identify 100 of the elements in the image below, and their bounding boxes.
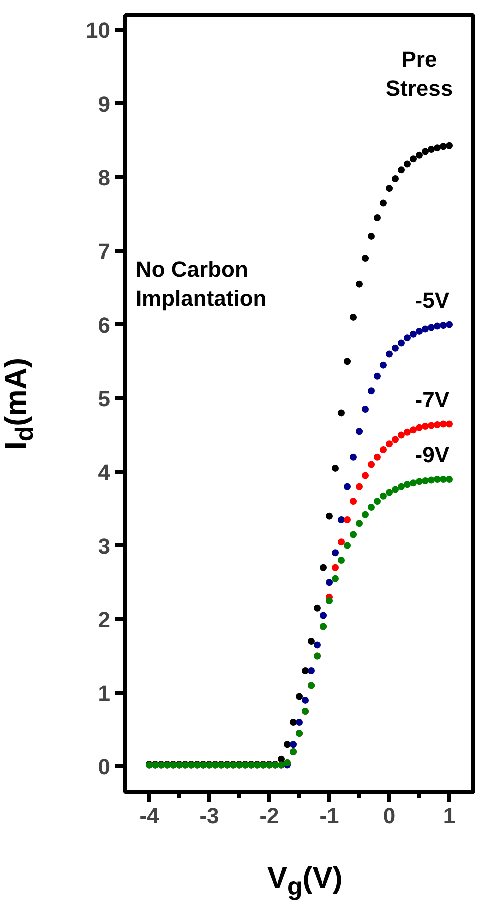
y-tick-label: 2 bbox=[98, 607, 111, 632]
point bbox=[368, 504, 375, 511]
point bbox=[422, 148, 429, 156]
point bbox=[374, 454, 381, 461]
point bbox=[386, 489, 393, 496]
point bbox=[380, 200, 387, 207]
point bbox=[332, 575, 339, 582]
point bbox=[422, 326, 429, 333]
point bbox=[428, 146, 435, 154]
point bbox=[362, 472, 369, 480]
point bbox=[290, 719, 297, 726]
point bbox=[326, 579, 333, 586]
point bbox=[314, 642, 321, 649]
point bbox=[416, 328, 423, 335]
x-tick-label: -1 bbox=[320, 804, 340, 828]
point bbox=[416, 424, 423, 432]
point bbox=[356, 520, 363, 528]
x-tick-label: -3 bbox=[200, 804, 220, 828]
y-tick-label: 5 bbox=[98, 386, 111, 412]
point bbox=[356, 280, 363, 288]
point bbox=[440, 143, 447, 150]
y-tick-label: 0 bbox=[98, 754, 111, 780]
y-tick-label: 4 bbox=[98, 460, 112, 486]
point bbox=[362, 511, 369, 518]
point bbox=[344, 516, 351, 524]
series-label: -7V bbox=[415, 387, 450, 412]
point bbox=[440, 322, 447, 330]
y-tick-label: 1 bbox=[98, 681, 111, 706]
point bbox=[446, 420, 453, 428]
point bbox=[404, 160, 411, 168]
point bbox=[446, 321, 453, 328]
point bbox=[350, 498, 357, 506]
point bbox=[326, 598, 333, 605]
point bbox=[338, 410, 345, 417]
point bbox=[296, 719, 303, 726]
point bbox=[374, 214, 381, 222]
point bbox=[320, 564, 327, 572]
series-label: -9V bbox=[415, 442, 450, 468]
point bbox=[278, 756, 285, 763]
point bbox=[386, 440, 393, 448]
point bbox=[398, 483, 405, 490]
y-tick-label: 7 bbox=[98, 239, 111, 264]
point bbox=[368, 388, 375, 395]
point bbox=[332, 464, 339, 472]
point bbox=[386, 350, 393, 358]
y-tick-label: 3 bbox=[98, 534, 111, 559]
point bbox=[434, 144, 441, 152]
point bbox=[338, 516, 345, 524]
x-tick-label: -4 bbox=[140, 804, 160, 828]
point bbox=[416, 152, 423, 159]
point bbox=[410, 156, 417, 163]
point bbox=[434, 421, 441, 428]
annotation: No Carbon Implantation bbox=[136, 257, 267, 311]
point bbox=[428, 324, 435, 332]
point bbox=[320, 612, 327, 620]
point bbox=[338, 557, 345, 564]
point bbox=[344, 542, 351, 550]
point bbox=[434, 322, 441, 330]
point bbox=[368, 232, 375, 240]
point bbox=[362, 406, 369, 414]
point bbox=[344, 483, 351, 490]
point bbox=[428, 476, 435, 484]
point bbox=[296, 693, 303, 700]
point bbox=[308, 667, 315, 674]
point bbox=[392, 436, 399, 444]
y-tick-label: 6 bbox=[98, 312, 111, 338]
point bbox=[392, 176, 399, 182]
point bbox=[368, 461, 375, 468]
y-tick-label: 8 bbox=[98, 166, 111, 191]
point bbox=[446, 142, 453, 150]
point bbox=[326, 512, 333, 520]
point bbox=[428, 422, 435, 430]
point bbox=[422, 477, 429, 484]
point bbox=[410, 426, 417, 434]
point bbox=[434, 476, 441, 483]
point bbox=[410, 330, 417, 338]
point bbox=[308, 638, 315, 646]
series-label: Pre Stress bbox=[386, 47, 454, 101]
x-tick-label: -2 bbox=[260, 804, 280, 828]
point bbox=[350, 454, 357, 461]
point bbox=[398, 340, 405, 347]
point bbox=[284, 741, 291, 748]
x-tick-label: 0 bbox=[383, 804, 396, 828]
point bbox=[398, 166, 405, 174]
point bbox=[350, 314, 357, 321]
point bbox=[290, 741, 297, 748]
point bbox=[386, 185, 393, 192]
point bbox=[440, 420, 447, 428]
point bbox=[440, 476, 447, 483]
point bbox=[338, 538, 345, 546]
y-tick-label: 10 bbox=[86, 18, 111, 44]
point bbox=[416, 478, 423, 486]
point bbox=[380, 446, 387, 454]
point bbox=[302, 667, 309, 674]
point bbox=[356, 483, 363, 490]
point bbox=[374, 498, 381, 506]
point bbox=[404, 334, 411, 342]
x-tick-label: 1 bbox=[443, 804, 456, 828]
point bbox=[380, 492, 387, 500]
point bbox=[344, 358, 351, 366]
